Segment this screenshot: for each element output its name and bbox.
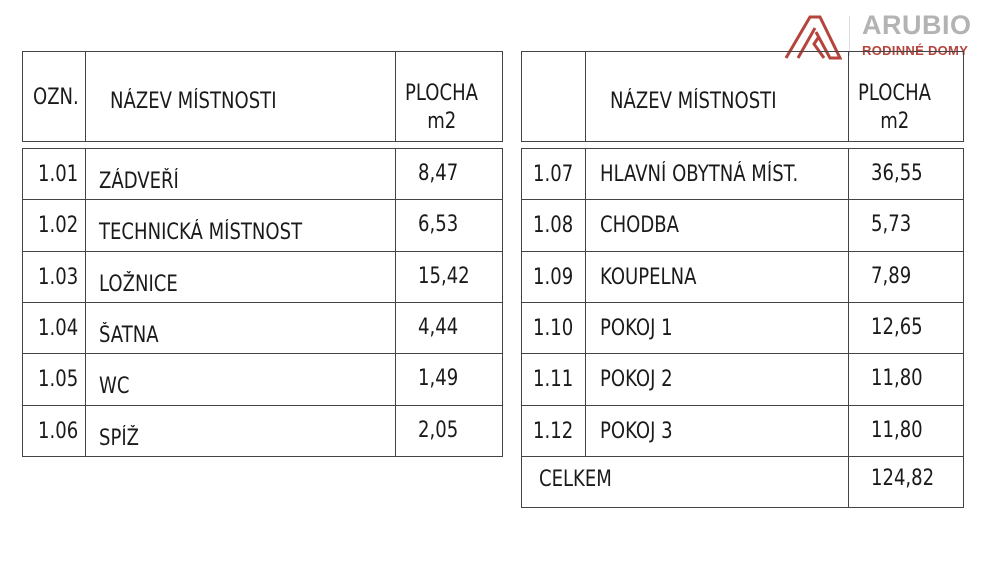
cell-area: 8,47: [418, 161, 459, 186]
cell-name: TECHNICKÁ MÍSTNOST: [99, 220, 303, 246]
header-area: PLOCHA: [405, 81, 479, 106]
cell-name: ZÁDVEŘÍ: [99, 169, 179, 194]
cell-area: 36,55: [871, 161, 923, 186]
total-value: 124,82: [871, 466, 935, 491]
cell-name: POKOJ 2: [600, 367, 673, 393]
header-code: OZN.: [33, 85, 79, 110]
cell-area: 1,49: [418, 366, 459, 392]
cell-area: 11,80: [871, 366, 923, 392]
cell-area: 12,65: [871, 314, 923, 340]
cell-area: 11,80: [871, 417, 923, 443]
cell-code: 1.09: [533, 264, 574, 290]
cell-name: POKOJ 1: [600, 315, 673, 341]
cell-name: ŠATNA: [99, 322, 159, 348]
logo-tagline: RODINNÉ DOMY: [862, 43, 969, 58]
header-area-unit: m2: [427, 109, 457, 134]
header-name: NÁZEV MÍSTNOSTI: [110, 89, 277, 114]
cell-name: HLAVNÍ OBYTNÁ MÍST.: [600, 162, 799, 187]
cell-code: 1.06: [38, 418, 79, 444]
cell-code: 1.10: [533, 315, 574, 341]
cell-area: 7,89: [871, 263, 912, 289]
cell-area: 15,42: [418, 263, 470, 289]
logo-mark-icon: [784, 15, 842, 60]
cell-name: LOŽNICE: [99, 271, 178, 297]
cell-area: 6,53: [418, 212, 459, 238]
total-label: CELKEM: [539, 467, 612, 492]
header-area: PLOCHA: [858, 81, 932, 106]
cell-code: 1.05: [38, 367, 79, 393]
cell-area: 4,44: [418, 314, 459, 340]
header-area-unit: m2: [880, 109, 910, 134]
cell-code: 1.07: [533, 162, 574, 187]
cell-area: 5,73: [871, 212, 912, 238]
cell-code: 1.11: [533, 367, 574, 393]
cell-code: 1.02: [38, 213, 79, 239]
cell-code: 1.12: [533, 418, 574, 444]
cell-name: WC: [99, 374, 130, 400]
cell-name: SPÍŽ: [99, 425, 140, 451]
cell-code: 1.08: [533, 213, 574, 239]
cell-code: 1.04: [38, 315, 79, 341]
cell-name: POKOJ 3: [600, 418, 673, 444]
cell-name: CHODBA: [600, 213, 679, 239]
logo-brand: ARUBIO: [862, 10, 972, 40]
cell-code: 1.03: [38, 264, 79, 290]
cell-area: 2,05: [418, 417, 459, 443]
cell-code: 1.01: [38, 162, 79, 187]
header-name: NÁZEV MÍSTNOSTI: [610, 89, 777, 114]
cell-name: KOUPELNA: [600, 264, 697, 290]
